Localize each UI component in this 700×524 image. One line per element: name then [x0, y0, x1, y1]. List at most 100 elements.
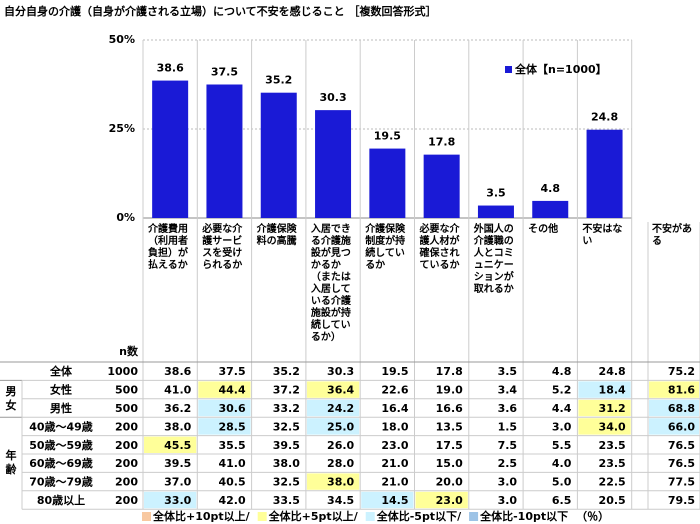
cell: 3.5	[498, 365, 518, 378]
chart-title: 自分自身の介護（自身が介護される立場）について不安を感じること ［複数回答形式］	[4, 4, 437, 18]
y-tick-label: 25%	[109, 122, 135, 135]
cell: 37.5	[218, 365, 245, 378]
cell: 3.0	[552, 420, 572, 433]
row-n: 200	[115, 420, 138, 433]
value-label: 38.6	[157, 62, 184, 75]
cell: 28.5	[218, 420, 245, 433]
cell: 32.5	[273, 476, 300, 489]
cell: 36.4	[327, 384, 354, 397]
row-n: 200	[115, 476, 138, 489]
cell: 76.5	[668, 439, 695, 452]
row-n: 500	[115, 402, 138, 415]
legend-label: 全体比+5pt以上/	[268, 509, 359, 523]
row-label: 70歳～79歳	[29, 475, 93, 489]
cell-highlight	[578, 418, 631, 435]
column-header: 必要な介護人材が確保されているか	[419, 224, 460, 271]
cell: 22.6	[381, 384, 408, 397]
cell-highlight	[649, 399, 699, 417]
cell: 3.4	[498, 384, 518, 397]
cell: 32.5	[273, 420, 300, 433]
row-n: 200	[115, 457, 138, 470]
row-label: 女性	[50, 383, 72, 397]
cell: 66.0	[668, 420, 695, 433]
bar	[206, 84, 243, 218]
cell: 81.6	[668, 384, 695, 397]
value-label: 30.3	[319, 91, 346, 104]
cell: 45.5	[164, 439, 191, 452]
bar	[532, 200, 569, 218]
cell-highlight	[198, 381, 251, 398]
y-tick-label: 50%	[109, 33, 135, 46]
cell: 34.0	[599, 420, 626, 433]
bar	[586, 129, 623, 218]
cell: 20.5	[599, 494, 626, 507]
cell: 16.4	[381, 402, 408, 415]
legend-swatch	[469, 512, 479, 521]
cell: 5.0	[552, 476, 572, 489]
cell: 4.4	[552, 402, 572, 415]
row-n: 1000	[107, 365, 138, 378]
y-tick-label: 0%	[116, 211, 135, 224]
cell-highlight	[306, 399, 360, 417]
bar	[152, 80, 189, 218]
cell-highlight	[306, 381, 360, 398]
row-label: 60歳～69歳	[29, 456, 93, 470]
cell: 17.5	[436, 439, 463, 452]
value-label: 17.8	[428, 136, 455, 149]
cell: 75.2	[668, 365, 695, 378]
cell: 34.5	[327, 494, 354, 507]
cell: 2.5	[498, 457, 518, 470]
cell: 40.5	[218, 476, 245, 489]
cell: 5.2	[552, 384, 572, 397]
group-label: 年齢	[6, 448, 18, 476]
cell: 7.5	[498, 439, 518, 452]
cell: 30.6	[218, 402, 245, 415]
row-label: 全体	[49, 364, 73, 378]
cell: 25.0	[327, 420, 354, 433]
cell: 23.0	[381, 439, 408, 452]
cell: 18.0	[381, 420, 408, 433]
cell-highlight	[649, 418, 699, 435]
row-label: 40歳～49歳	[29, 419, 93, 433]
cell: 18.4	[599, 384, 626, 397]
cell: 24.8	[599, 365, 626, 378]
cell: 36.2	[164, 402, 191, 415]
cell: 39.5	[164, 457, 191, 470]
cell-highlight	[198, 399, 251, 417]
cell: 23.5	[599, 457, 626, 470]
cell: 77.5	[668, 476, 695, 489]
cell: 41.0	[218, 457, 245, 470]
bar	[477, 205, 514, 218]
cell-highlight	[578, 399, 631, 417]
cell: 79.5	[668, 494, 695, 507]
cell: 38.0	[273, 457, 300, 470]
cell: 6.5	[552, 494, 572, 507]
cell: 4.0	[552, 457, 572, 470]
row-n: 200	[115, 439, 138, 452]
cell-highlight	[144, 491, 197, 509]
row-n: 500	[115, 384, 138, 397]
bar	[369, 148, 406, 218]
legend-label: 全体【n=1000】	[514, 62, 607, 76]
column-header: 必要な介護サービスを受けられるか	[202, 224, 243, 271]
cell: 21.0	[381, 457, 408, 470]
cell: 37.2	[273, 384, 300, 397]
cell: 5.5	[552, 439, 572, 452]
row-n: 200	[115, 494, 138, 507]
cell: 35.2	[273, 365, 300, 378]
cell: 35.5	[218, 439, 245, 452]
cell: 3.0	[498, 494, 518, 507]
legend-swatch	[257, 512, 267, 521]
column-header: 介護保険料の高騰	[256, 224, 297, 247]
row-label: 男性	[50, 401, 72, 415]
column-header: 不安はない	[582, 224, 623, 247]
cell: 30.3	[327, 365, 354, 378]
cell: 22.5	[599, 476, 626, 489]
legend-label: 全体比+10pt以上/	[152, 509, 251, 523]
value-label: 24.8	[591, 111, 618, 124]
cell: 76.5	[668, 457, 695, 470]
cell: 23.5	[599, 439, 626, 452]
cell: 3.0	[498, 476, 518, 489]
cell: 33.2	[273, 402, 300, 415]
